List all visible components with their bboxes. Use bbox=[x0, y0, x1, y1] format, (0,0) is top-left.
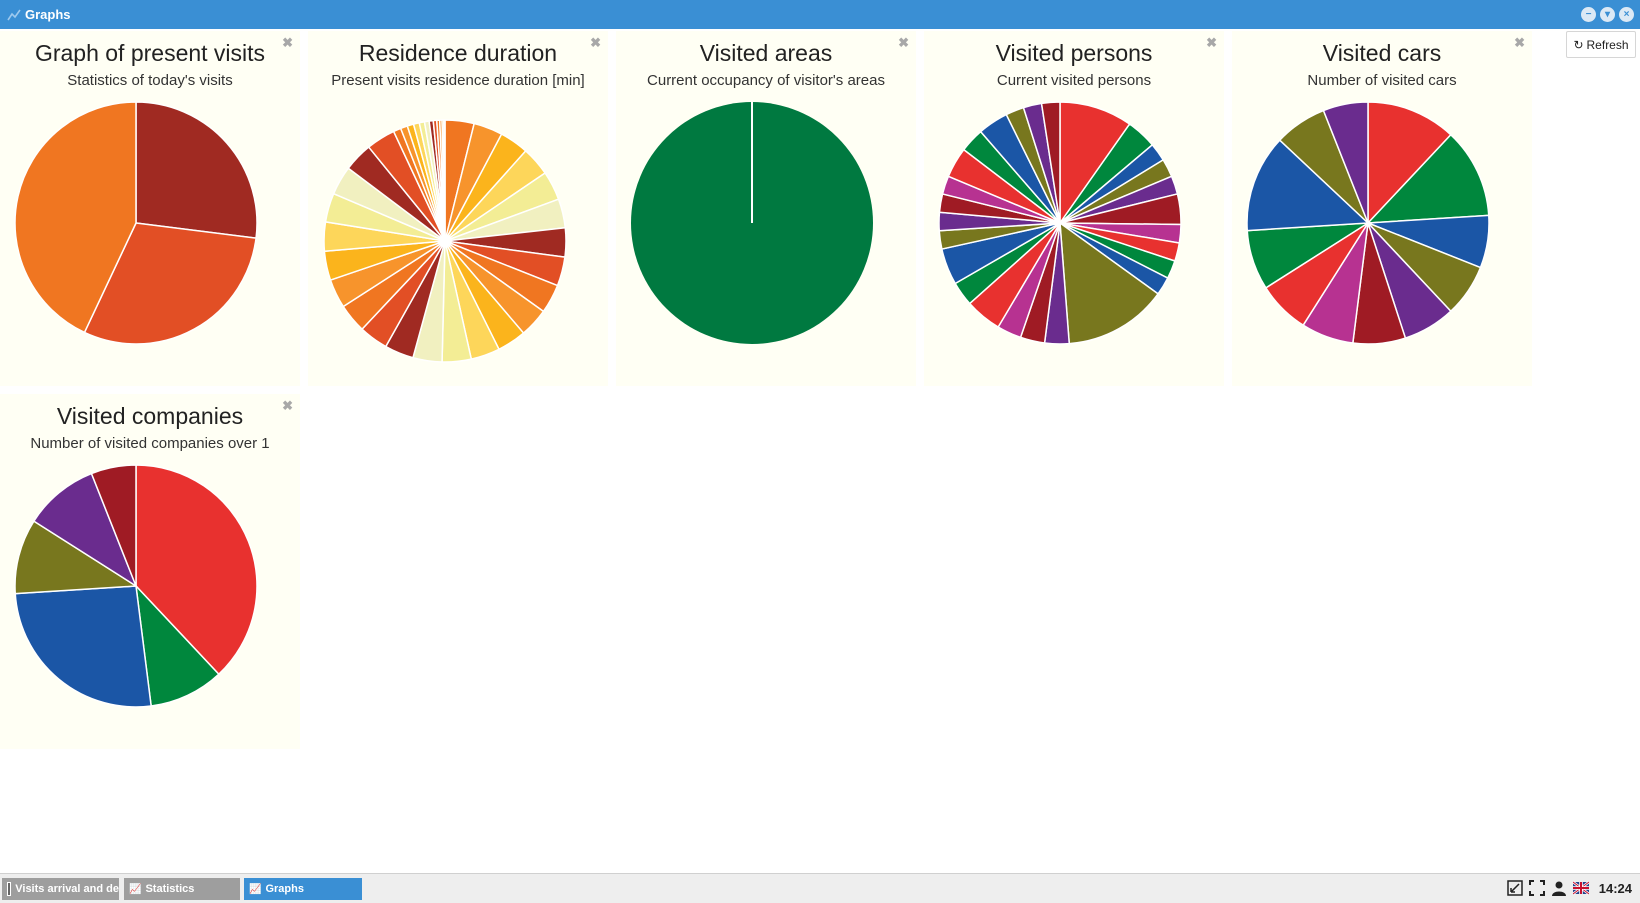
refresh-label: Refresh bbox=[1586, 37, 1629, 52]
chart-panel-persons: Visited persons Current visited persons … bbox=[924, 31, 1224, 386]
pie-slice[interactable] bbox=[1040, 101, 1061, 224]
pie-slice[interactable] bbox=[135, 464, 258, 675]
document-icon bbox=[7, 882, 12, 896]
chart-subtitle: Number of visited companies over 1 bbox=[30, 435, 270, 452]
chart-title: Residence duration bbox=[358, 40, 558, 66]
chart-subtitle: Number of visited cars bbox=[1307, 72, 1457, 89]
taskbar-item-statistics[interactable]: 📈 Statistics bbox=[124, 878, 240, 900]
export-icon[interactable] bbox=[1507, 880, 1523, 896]
pie-chart bbox=[323, 119, 567, 363]
taskbar-item-label: Graphs bbox=[265, 883, 304, 895]
pie-slice[interactable] bbox=[90, 464, 137, 587]
chart-subtitle: Current visited persons bbox=[996, 72, 1152, 89]
chart-panel-companies: Visited companies Number of visited comp… bbox=[0, 394, 300, 749]
pie-chart bbox=[631, 102, 873, 344]
pie-slice[interactable] bbox=[135, 585, 220, 707]
pie-chart bbox=[1246, 101, 1490, 345]
chart-subtitle: Statistics of today's visits bbox=[67, 72, 233, 89]
user-icon[interactable] bbox=[1551, 880, 1567, 896]
chart-icon: 📈 bbox=[249, 883, 262, 895]
pie-slice[interactable] bbox=[1246, 139, 1369, 232]
taskbar-item-graphs[interactable]: 📈 Graphs bbox=[244, 878, 362, 900]
chart-panel-areas: Visited areas Current occupancy of visit… bbox=[616, 31, 916, 386]
pie-chart bbox=[14, 464, 258, 708]
pie-slice[interactable] bbox=[14, 101, 137, 334]
chart-icon: 📈 bbox=[129, 883, 142, 895]
chart-subtitle: Current occupancy of visitor's areas bbox=[647, 72, 885, 89]
chart-title: Visited cars bbox=[1322, 40, 1442, 66]
taskbar-item-visits[interactable]: Visits arrival and de bbox=[2, 878, 119, 900]
pie-slice[interactable] bbox=[135, 101, 258, 239]
minimize-icon[interactable]: − bbox=[1581, 7, 1596, 22]
chart-title: Visited companies bbox=[56, 403, 244, 429]
taskbar-item-label: Statistics bbox=[145, 883, 195, 895]
chart-subtitle: Present visits residence duration [min] bbox=[331, 72, 585, 89]
close-chart-icon[interactable]: ✖ bbox=[282, 398, 293, 413]
chevron-down-icon[interactable]: ▾ bbox=[1600, 7, 1615, 22]
close-icon[interactable]: × bbox=[1619, 7, 1634, 22]
refresh-icon: ↻ bbox=[1573, 37, 1584, 52]
fullscreen-icon[interactable] bbox=[1528, 880, 1545, 896]
pie-slice[interactable] bbox=[1059, 222, 1159, 345]
pie-chart bbox=[14, 101, 258, 345]
chart-panel-present: Graph of present visits Statistics of to… bbox=[0, 31, 300, 386]
pie-slice[interactable] bbox=[83, 222, 257, 345]
window-title: Graphs bbox=[25, 7, 71, 22]
chart-title: Visited areas bbox=[699, 40, 833, 66]
pie-slice[interactable] bbox=[14, 585, 152, 708]
chart-panel-residence: Residence duration Present visits reside… bbox=[308, 31, 608, 386]
window-titlebar: Graphs − ▾ × bbox=[0, 0, 1640, 29]
chart-title: Visited persons bbox=[995, 40, 1153, 66]
pie-slice[interactable] bbox=[1367, 101, 1452, 224]
pie-slice[interactable] bbox=[14, 520, 137, 595]
close-chart-icon[interactable]: ✖ bbox=[898, 35, 909, 50]
pie-slice[interactable] bbox=[443, 119, 446, 242]
pie-slice[interactable] bbox=[33, 472, 137, 587]
taskbar-item-label: Visits arrival and de bbox=[15, 883, 119, 895]
taskbar: Visits arrival and de 📈 Statistics 📈 Gra… bbox=[0, 873, 1640, 903]
close-chart-icon[interactable]: ✖ bbox=[1206, 35, 1217, 50]
flag-uk-icon[interactable] bbox=[1572, 880, 1589, 896]
pie-slice[interactable] bbox=[1322, 101, 1369, 224]
pie-chart bbox=[938, 101, 1182, 345]
clock: 14:24 bbox=[1598, 880, 1632, 896]
chart-title: Graph of present visits bbox=[34, 40, 266, 66]
chart-icon bbox=[7, 9, 21, 21]
refresh-button[interactable]: ↻ Refresh bbox=[1566, 31, 1636, 58]
pie-slice[interactable] bbox=[1059, 101, 1131, 224]
close-chart-icon[interactable]: ✖ bbox=[590, 35, 601, 50]
close-chart-icon[interactable]: ✖ bbox=[282, 35, 293, 50]
close-chart-icon[interactable]: ✖ bbox=[1514, 35, 1525, 50]
chart-panel-cars: Visited cars Number of visited cars ✖ bbox=[1232, 31, 1532, 386]
pie-slice[interactable] bbox=[1367, 134, 1490, 224]
